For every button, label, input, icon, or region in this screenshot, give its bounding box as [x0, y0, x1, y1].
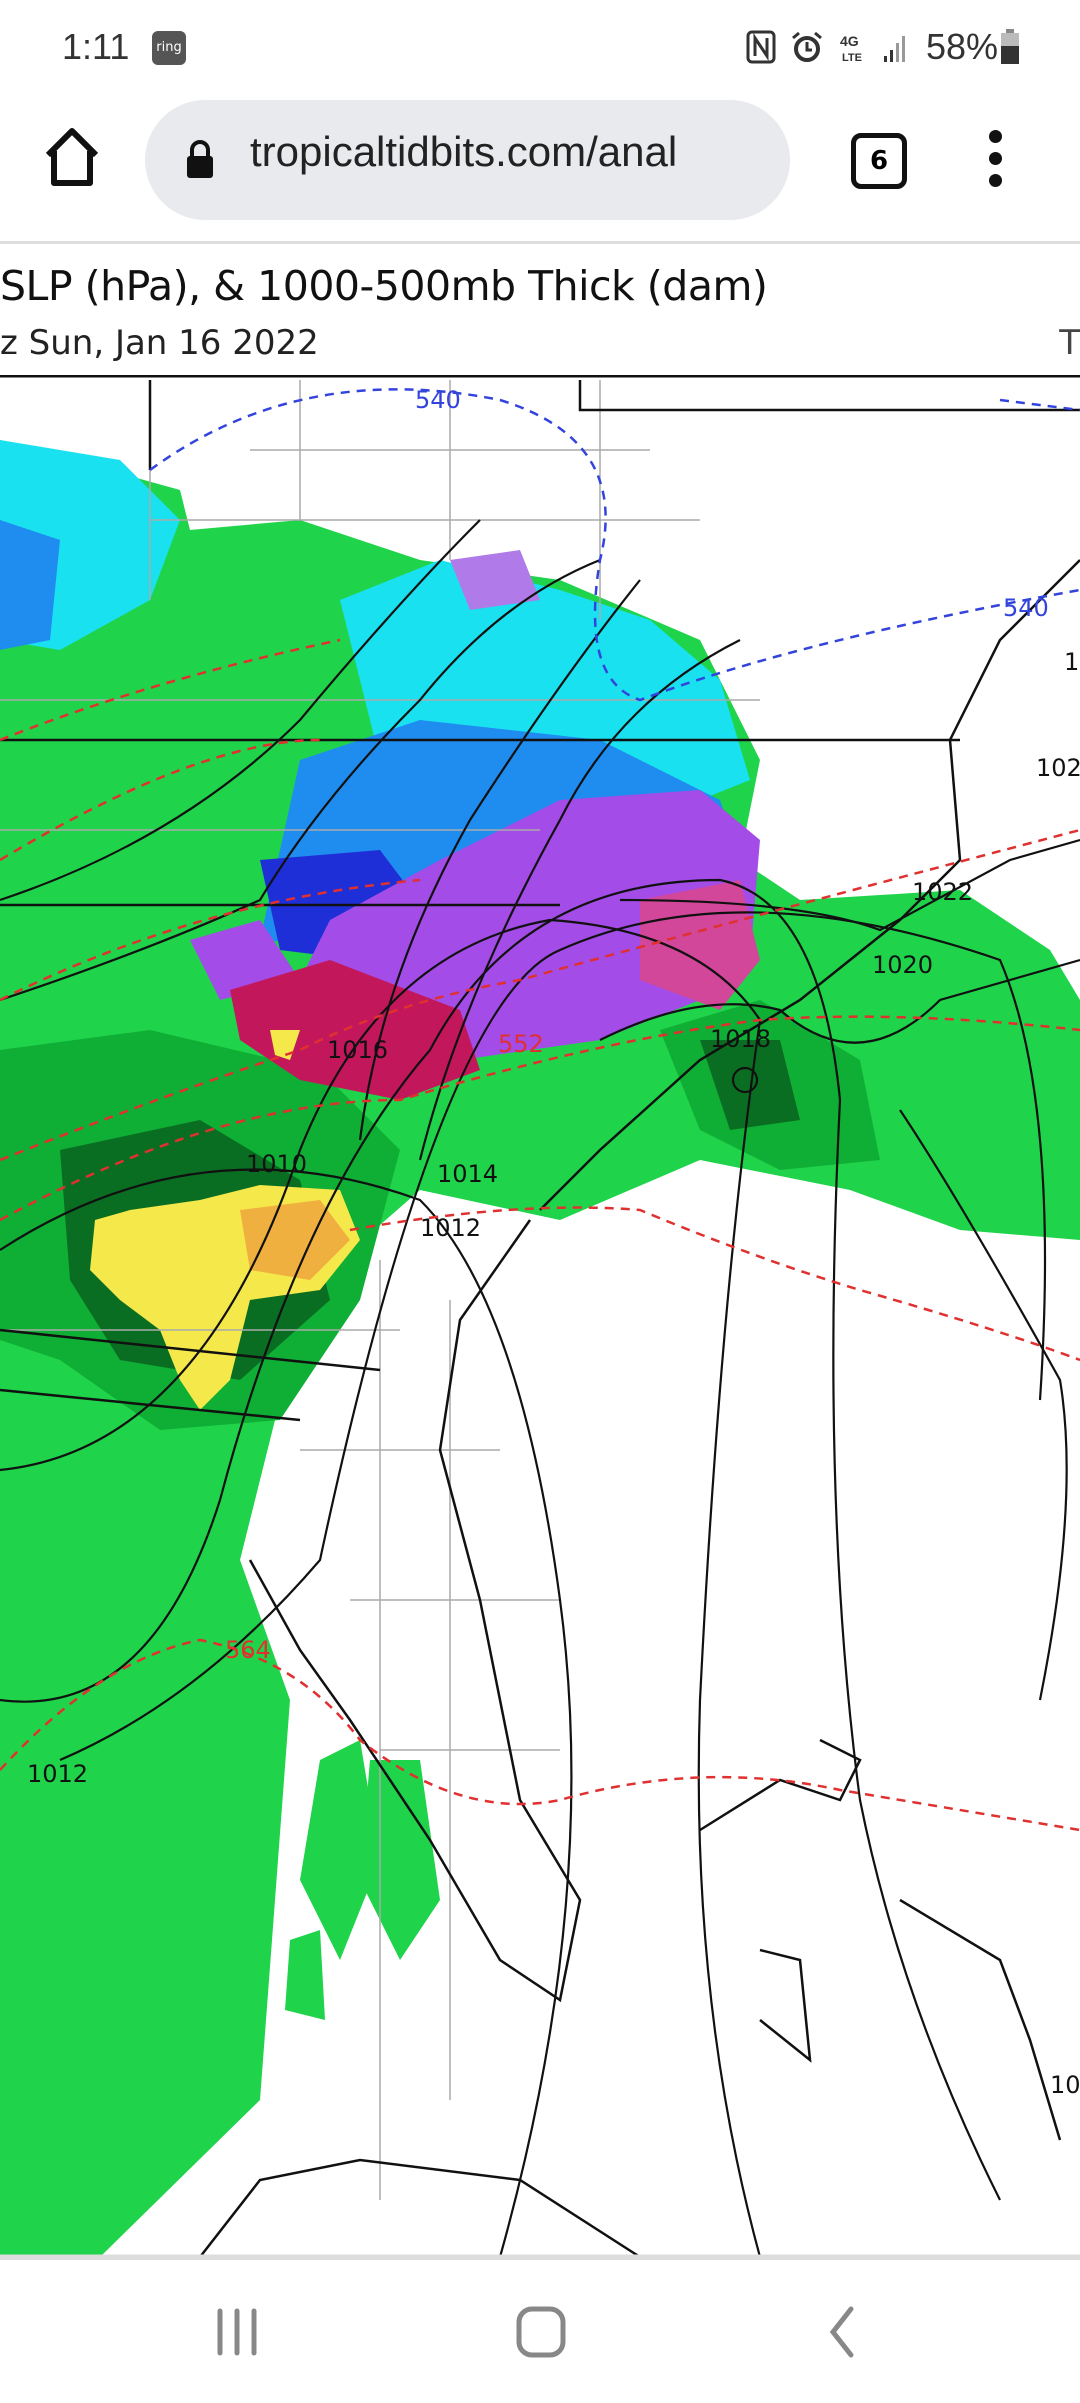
- label-1016: 1016: [327, 1036, 388, 1064]
- label-552: 552: [498, 1030, 544, 1058]
- url-text[interactable]: tropicaltidbits.com/anal: [250, 128, 678, 175]
- label-1010: 1010: [246, 1150, 307, 1178]
- label-10-right: 10: [1050, 2071, 1080, 2099]
- label-1018: 1018: [710, 1025, 771, 1053]
- status-bar: 1:11 ring 4G LTE 58%: [0, 0, 1080, 95]
- label-1014: 1014: [437, 1160, 498, 1188]
- county-borders: [0, 380, 760, 2200]
- label-1012-left: 1012: [27, 1760, 88, 1788]
- recent-apps-icon[interactable]: [212, 2307, 262, 2357]
- label-564: 564: [225, 1636, 271, 1664]
- map-date: z Sun, Jan 16 2022: [0, 323, 319, 363]
- more-menu-button[interactable]: [985, 130, 1005, 196]
- map-title: SLP (hPa), & 1000-500mb Thick (dam): [0, 262, 768, 310]
- 4g-lte-icon: 4G LTE: [840, 33, 862, 64]
- nfc-icon: [746, 30, 776, 64]
- label-1012: 1012: [420, 1214, 481, 1242]
- label-540-right: 540: [1003, 594, 1049, 622]
- map-valid-time-cut: T: [1059, 323, 1080, 363]
- battery-percent: 58%: [925, 26, 998, 67]
- label-540-top: 540: [415, 386, 461, 414]
- precip-freezing-area: [90, 1030, 360, 1410]
- battery-icon: [1001, 29, 1019, 64]
- ring-notification-icon: ring: [152, 31, 186, 65]
- label-1-right: 1: [1064, 648, 1079, 676]
- thickness-lines: [0, 388, 1080, 1832]
- label-1020: 1020: [872, 951, 933, 979]
- browser-toolbar: tropicaltidbits.com/anal 6: [0, 95, 1080, 243]
- back-icon[interactable]: [825, 2305, 859, 2359]
- label-102: 102: [1036, 754, 1080, 782]
- address-bar[interactable]: tropicaltidbits.com/anal: [145, 100, 790, 220]
- svg-text:4G: 4G: [840, 33, 859, 49]
- label-1022: 1022: [912, 878, 973, 906]
- isobars: [0, 519, 1080, 2257]
- svg-text:LTE: LTE: [842, 52, 862, 64]
- clock: 1:11: [62, 26, 130, 67]
- signal-icon: [883, 36, 905, 62]
- alarm-icon: [791, 31, 822, 62]
- tab-switcher-button[interactable]: 6: [851, 133, 907, 189]
- home-icon[interactable]: [515, 2305, 567, 2359]
- home-button[interactable]: [42, 125, 102, 189]
- toolbar-divider: [0, 241, 1080, 244]
- weather-map[interactable]: 540 540 552 564 1010 1012 1012 1014 1016…: [0, 375, 1080, 2257]
- lock-icon: [187, 140, 213, 178]
- system-nav-bar: [0, 2257, 1080, 2403]
- map-labels: 540 540 552 564 1010 1012 1012 1014 1016…: [27, 386, 1080, 2099]
